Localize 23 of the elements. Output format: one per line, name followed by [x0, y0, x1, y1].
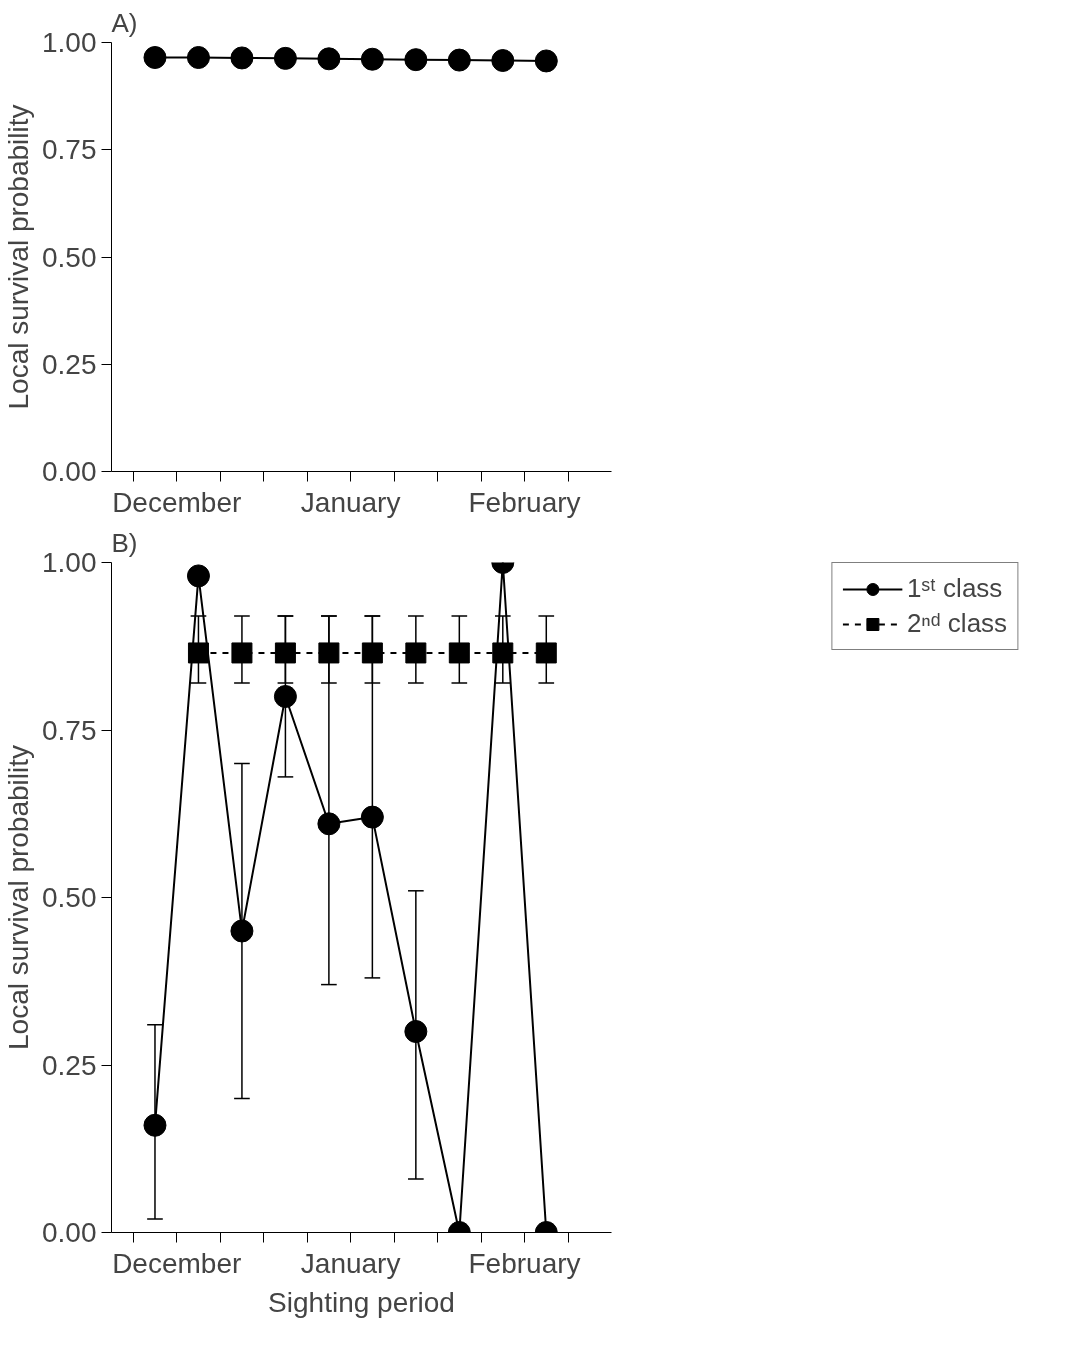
- y-tick-label: 0.50: [42, 241, 97, 273]
- text: December: [112, 1247, 242, 1279]
- text: January: [300, 486, 401, 518]
- y-tick-label: 0.25: [42, 348, 97, 380]
- y-tick-label: 0.50: [42, 882, 97, 913]
- legend-label: 1ˢᵗ class: [906, 573, 1003, 604]
- chart-title: A): [111, 7, 138, 38]
- y-tick-label: 0.00: [42, 1217, 97, 1248]
- y-tick-label: 0.00: [42, 456, 97, 487]
- text: February: [468, 1247, 581, 1279]
- y-tick-label: 1.00: [42, 27, 97, 58]
- text: February: [468, 486, 581, 518]
- chart-title: B): [111, 527, 138, 558]
- y-tick-label: 0.75: [42, 134, 97, 166]
- y-axis-title: Local survival probability: [3, 104, 34, 410]
- text: January: [300, 1247, 401, 1279]
- legend-label: 2ⁿᵈ class: [906, 608, 1008, 639]
- y-tick-label: 0.75: [42, 714, 97, 746]
- y-tick-label: 1.00: [42, 547, 97, 578]
- text: December: [112, 486, 242, 518]
- x-axis-title: Sighting period: [268, 1286, 455, 1318]
- y-tick-label: 0.25: [42, 1049, 97, 1081]
- y-axis-title: Local survival probability: [3, 744, 34, 1051]
